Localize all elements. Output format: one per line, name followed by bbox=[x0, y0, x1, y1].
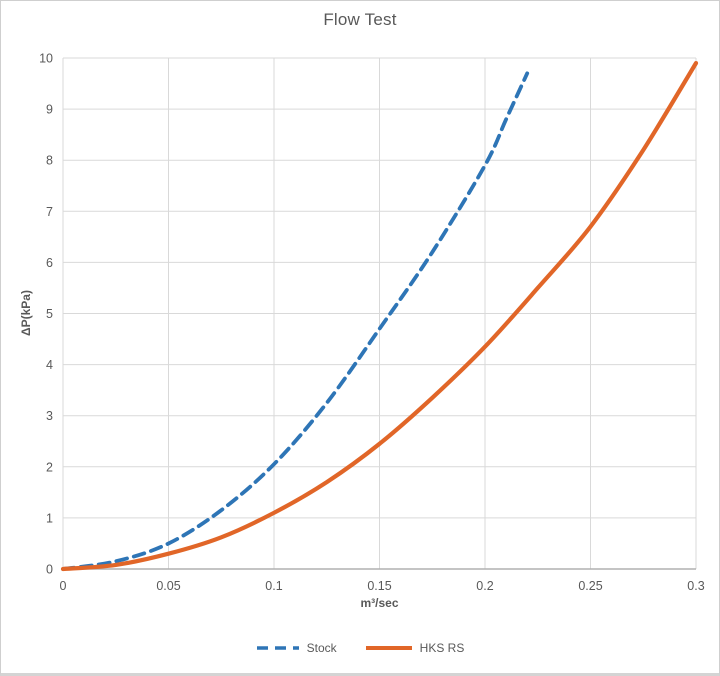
stock-dashed-line-swatch bbox=[256, 646, 299, 650]
y-tick-label: 5 bbox=[46, 307, 53, 321]
y-tick-label: 7 bbox=[46, 205, 53, 219]
y-tick-label: 0 bbox=[46, 563, 53, 577]
y-tick-label: 4 bbox=[46, 358, 53, 372]
x-tick-label: 0.3 bbox=[687, 579, 704, 593]
x-tick-label: 0.2 bbox=[476, 579, 493, 593]
x-axis-title: m³/sec bbox=[360, 596, 399, 610]
x-tick-label: 0.25 bbox=[578, 579, 602, 593]
y-tick-label: 3 bbox=[46, 409, 53, 423]
y-tick-label: 1 bbox=[46, 511, 53, 525]
series-line-hks-rs bbox=[60, 61, 699, 572]
chart-title: Flow Test bbox=[323, 10, 397, 29]
legend-label-hks-rs: HKS RS bbox=[419, 641, 465, 655]
y-tick-label: 9 bbox=[46, 103, 53, 117]
x-tick-label: 0.1 bbox=[265, 579, 282, 593]
legend-item-hks-rs: HKS RS bbox=[365, 641, 465, 655]
legend-item-stock: Stock bbox=[256, 641, 337, 655]
series-line-stock bbox=[61, 71, 530, 571]
y-tick-label: 6 bbox=[46, 256, 53, 270]
x-tick-label: 0 bbox=[60, 579, 67, 593]
legend-label-stock: Stock bbox=[306, 641, 337, 655]
y-tick-label: 2 bbox=[46, 460, 53, 474]
hks-rs-solid-line-swatch bbox=[365, 646, 412, 650]
gridlines bbox=[62, 57, 697, 570]
y-tick-label: 8 bbox=[46, 154, 53, 168]
axis-tick-labels: 0 0.05 0.1 0.15 0.2 0.25 0.3 0 1 2 3 4 5 6 7 8 9 10 bbox=[39, 52, 705, 594]
y-tick-label: 10 bbox=[39, 52, 53, 66]
x-tick-label: 0.05 bbox=[156, 579, 180, 593]
data-series-lines bbox=[60, 61, 699, 572]
chart-plot-area: 0 0.05 0.1 0.15 0.2 0.25 0.3 0 1 2 3 4 5 6 7 8 9 10 bbox=[39, 52, 705, 594]
x-tick-label: 0.15 bbox=[367, 579, 391, 593]
legend: Stock HKS RS bbox=[0, 641, 720, 655]
